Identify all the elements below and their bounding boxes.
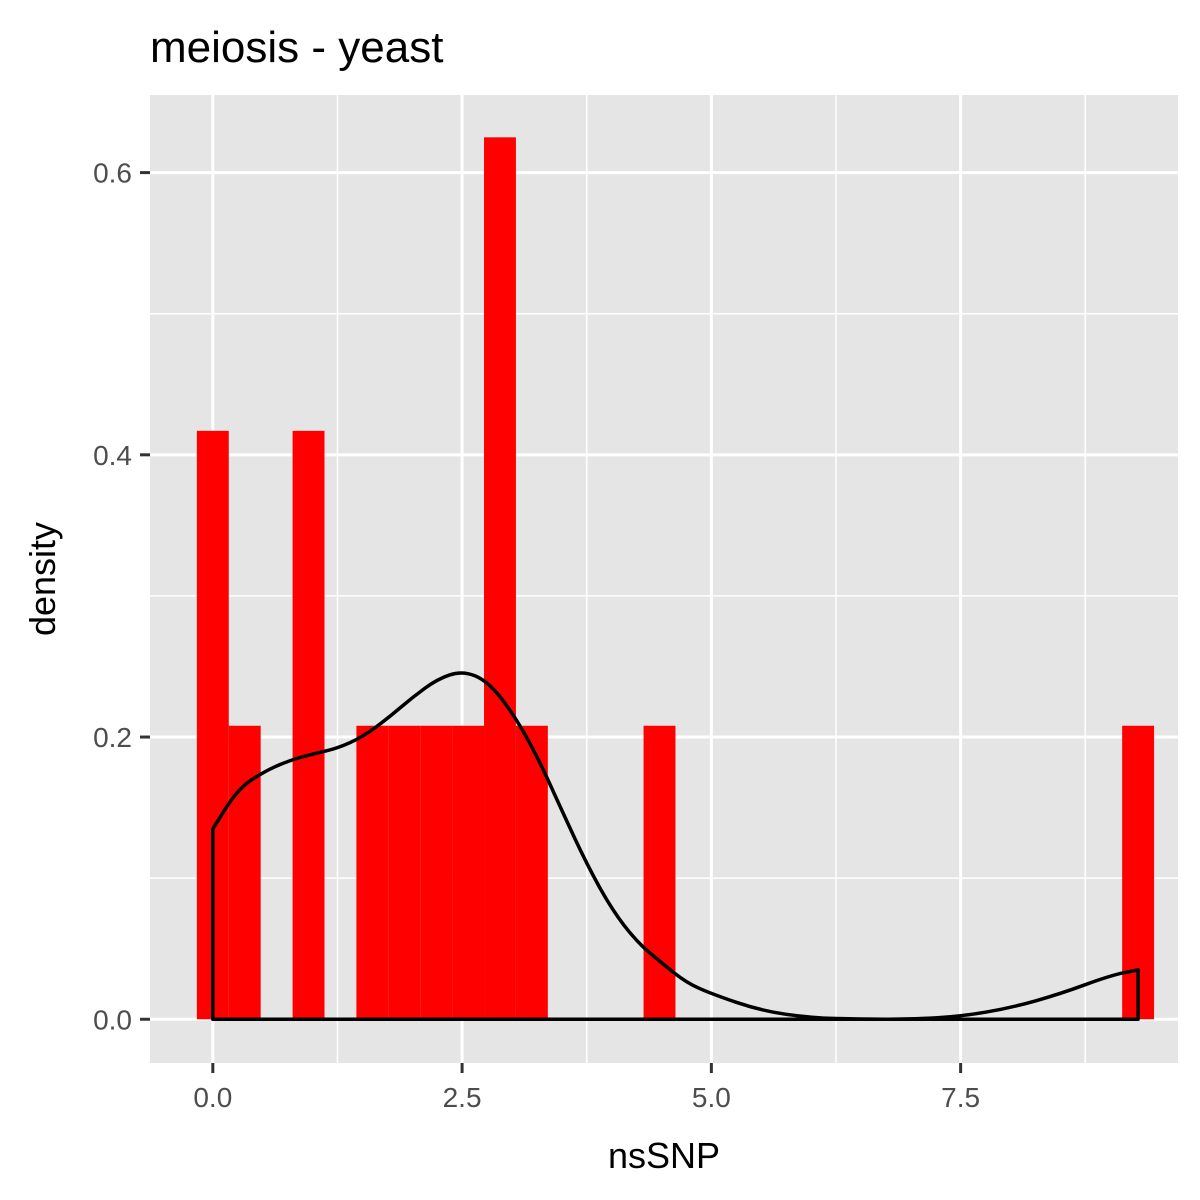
grid-minor — [150, 95, 1178, 1063]
y-axis: 0.0 0.2 0.4 0.6 — [93, 158, 150, 1035]
y-tick-label: 0.4 — [93, 440, 132, 471]
grid-major — [150, 95, 1178, 1063]
x-tick-label: 5.0 — [692, 1082, 731, 1113]
histogram-bar — [388, 725, 421, 1020]
y-axis-title: density — [22, 522, 63, 636]
histogram-bar — [515, 725, 548, 1020]
x-tick-label: 2.5 — [443, 1082, 482, 1113]
y-tick-label: 0.2 — [93, 722, 132, 753]
x-axis: 0.0 2.5 5.0 7.5 — [193, 1063, 980, 1113]
y-tick-label: 0.0 — [93, 1004, 132, 1035]
histogram-bar — [292, 430, 325, 1020]
histogram-bar — [420, 725, 453, 1020]
chart-title: meiosis - yeast — [150, 23, 443, 72]
x-axis-title: nsSNP — [608, 1135, 720, 1176]
x-tick-label: 0.0 — [193, 1082, 232, 1113]
density-curve — [211, 671, 1140, 1022]
histogram-bars — [196, 137, 1155, 1020]
histogram-bar — [643, 725, 676, 1020]
histogram-bar — [356, 725, 389, 1020]
x-tick-label: 7.5 — [941, 1082, 980, 1113]
histogram-bar — [452, 725, 485, 1020]
histogram-bar — [484, 137, 516, 1020]
histogram-bar — [228, 725, 261, 1020]
y-tick-label: 0.6 — [93, 158, 132, 189]
